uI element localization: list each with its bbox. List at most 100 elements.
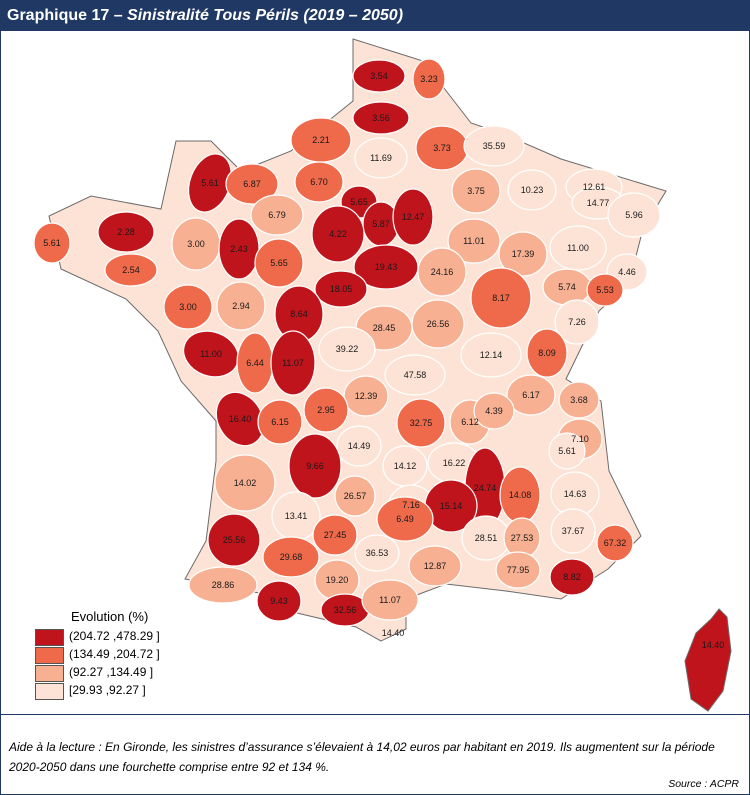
department-area xyxy=(352,101,410,135)
department-label: 4.22 xyxy=(329,229,347,239)
legend-swatch xyxy=(35,683,64,700)
department-area xyxy=(526,328,568,378)
department-label: 6.87 xyxy=(243,179,261,189)
department-label: 5.65 xyxy=(350,197,368,207)
department-label: 6.49 xyxy=(396,514,414,524)
corsica-outline xyxy=(684,608,732,712)
department-label: 16.22 xyxy=(443,458,466,468)
legend-label: [29.93 ,92.27 ] xyxy=(69,683,146,697)
department-label: 3.68 xyxy=(570,395,588,405)
department-label: 32.75 xyxy=(410,418,433,428)
source-note: Source : ACPR xyxy=(668,778,739,790)
department-area xyxy=(408,545,462,587)
department-label: 8.82 xyxy=(563,572,581,582)
department-label: 14.49 xyxy=(348,441,371,451)
department-label: 14.40 xyxy=(702,640,725,650)
department-area xyxy=(215,391,265,447)
department-label: 5.96 xyxy=(625,210,643,220)
department-label: 6.12 xyxy=(461,417,479,427)
department-area xyxy=(254,238,304,288)
legend-swatch xyxy=(35,647,64,664)
department-label: 2.21 xyxy=(312,135,330,145)
department-area xyxy=(396,398,446,448)
department-area xyxy=(507,169,557,211)
department-label: 2.94 xyxy=(232,301,250,311)
figure-number: Graphique 17 – xyxy=(7,7,128,24)
figure-subject: Sinistralité Tous Périls (2019 – 2050) xyxy=(127,7,404,24)
department-label: 27.53 xyxy=(511,533,534,543)
department-area xyxy=(498,231,548,277)
department-label: 8.09 xyxy=(538,348,556,358)
department-area xyxy=(225,163,279,205)
note-divider xyxy=(1,714,749,715)
department-area xyxy=(607,192,661,238)
department-area xyxy=(352,59,406,93)
department-label: 3.00 xyxy=(179,302,197,312)
france-choropleth-map: 3.54 3.23 3.56 2.21 11.69 3.73 35.59 5.61 6.87 6.… xyxy=(33,38,732,712)
department-label: 14.02 xyxy=(234,478,257,488)
department-label: 11.00 xyxy=(200,349,222,359)
department-area xyxy=(104,253,158,287)
department-area xyxy=(384,354,446,396)
department-area xyxy=(361,579,419,621)
department-label: 47.58 xyxy=(404,370,427,380)
department-label: 77.95 xyxy=(507,565,530,575)
department-area xyxy=(343,375,389,417)
department-label: 17.39 xyxy=(512,249,535,259)
legend-item: (92.27 ,134.49 ] xyxy=(35,665,205,682)
department-label: 6.15 xyxy=(271,417,289,427)
department-label: 6.44 xyxy=(246,358,264,368)
department-area xyxy=(470,267,532,329)
department-area xyxy=(550,508,596,554)
department-label: 7.16 xyxy=(402,500,420,510)
department-label: 19.43 xyxy=(375,262,398,272)
department-area xyxy=(216,281,266,331)
department-area xyxy=(294,161,344,203)
department-label: 32.56 xyxy=(334,605,357,615)
department-area xyxy=(392,188,434,246)
department-area xyxy=(463,125,525,167)
department-area xyxy=(447,218,501,264)
department-label: 14.40 xyxy=(382,628,405,638)
department-area xyxy=(596,524,634,562)
department-label: 16.40 xyxy=(229,414,252,424)
region-layer xyxy=(33,58,661,627)
department-label: 28.51 xyxy=(475,533,498,543)
department-area xyxy=(411,299,465,349)
department-label: 4.39 xyxy=(485,406,503,416)
department-label: 24.16 xyxy=(431,267,454,277)
department-area xyxy=(549,558,595,596)
department-label: 26.57 xyxy=(344,491,367,501)
department-label: 15.14 xyxy=(440,501,463,511)
department-label: 2.43 xyxy=(230,244,248,254)
department-label: 3.00 xyxy=(187,239,205,249)
department-label: 25.56 xyxy=(223,535,246,545)
department-area xyxy=(262,536,320,578)
legend-item: (204.72 ,478.29 ] xyxy=(35,629,205,646)
department-label: 5.53 xyxy=(596,285,614,295)
department-label: 12.14 xyxy=(480,350,503,360)
department-label: 14.77 xyxy=(587,198,610,208)
department-label: 2.28 xyxy=(117,227,135,237)
legend-swatch xyxy=(35,665,64,682)
legend-swatch xyxy=(35,629,64,646)
department-label: 12.87 xyxy=(424,561,447,571)
department-label: 28.45 xyxy=(373,323,396,333)
department-label: 4.46 xyxy=(618,267,636,277)
department-label: 28.86 xyxy=(212,580,235,590)
department-label: 6.70 xyxy=(310,177,328,187)
department-label: 7.26 xyxy=(568,317,586,327)
department-area xyxy=(314,270,368,308)
department-label: 14.63 xyxy=(564,489,587,499)
department-area xyxy=(549,225,607,271)
department-label: 2.95 xyxy=(317,405,335,415)
legend-label: (204.72 ,478.29 ] xyxy=(69,629,160,643)
department-area xyxy=(554,299,600,345)
department-label: 39.22 xyxy=(336,344,359,354)
department-label: 29.68 xyxy=(280,552,303,562)
department-label: 3.23 xyxy=(420,74,438,84)
department-label: 5.74 xyxy=(558,282,576,292)
legend-item: (134.49 ,204.72 ] xyxy=(35,647,205,664)
department-label: 3.73 xyxy=(433,143,451,153)
